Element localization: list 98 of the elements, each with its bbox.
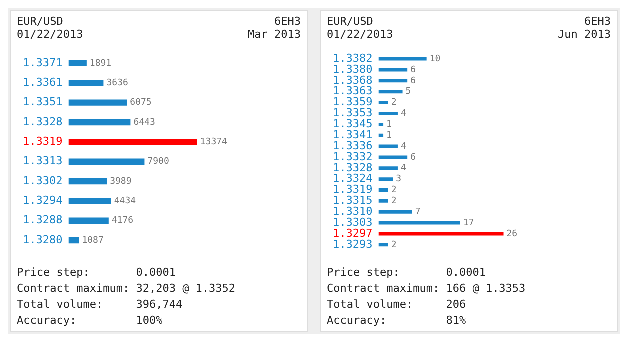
bar — [68, 100, 128, 106]
bar — [68, 158, 145, 165]
data-label: 1 — [386, 130, 392, 141]
y-tick-label: 1.3280 — [22, 233, 63, 246]
y-tick-label: 1.3380 — [332, 62, 373, 76]
text: Price step: 0.0001 — [327, 265, 487, 281]
data-label: 17 — [463, 218, 474, 228]
data-label: 5 — [406, 87, 412, 98]
data-label: 7 — [415, 207, 421, 218]
text: Contract maximum: 166 @ 1.3353 — [327, 281, 527, 297]
y-tick-label: 1.3351 — [22, 96, 63, 109]
y-tick-label: 1.3332 — [332, 150, 373, 164]
data-label: 1 — [386, 120, 392, 130]
text: Mar 2013 — [248, 28, 301, 41]
y-tick-label: 1.3361 — [22, 76, 63, 89]
y-tick-label: 1.3288 — [22, 214, 63, 227]
y-tick-label: 1.3294 — [22, 194, 64, 208]
bar — [378, 243, 388, 247]
bar — [68, 218, 109, 224]
y-tick-label: 1.3345 — [332, 118, 373, 131]
data-label: 2 — [391, 98, 397, 108]
data-label: 10 — [430, 54, 441, 64]
data-label: 13374 — [200, 138, 228, 148]
bar — [68, 139, 198, 146]
data-label: 2 — [391, 240, 397, 250]
data-label: 26 — [506, 229, 518, 240]
bar — [378, 79, 408, 83]
bar — [378, 112, 398, 116]
y-tick-label: 1.3368 — [332, 74, 373, 87]
text: 6EH3 — [274, 15, 301, 28]
text: Price step: 0.0001 — [17, 265, 177, 281]
data-label: 3989 — [110, 176, 132, 187]
text: Total volume: 396,744 — [17, 297, 184, 313]
data-label: 1891 — [90, 58, 112, 69]
y-tick-label: 1.3371 — [22, 56, 63, 70]
bar — [378, 90, 403, 94]
y-tick-label: 1.3303 — [332, 216, 373, 229]
bar — [378, 199, 388, 203]
bar — [378, 166, 398, 170]
y-tick-label: 1.3353 — [332, 106, 373, 120]
y-tick-label: 1.3359 — [332, 96, 373, 109]
text: Accuracy: 100% — [17, 313, 164, 329]
y-tick-label: 1.3315 — [332, 194, 373, 208]
y-tick-label: 1.3363 — [332, 84, 373, 98]
data-label: 6 — [410, 76, 416, 86]
text: 6EH3 — [584, 15, 611, 28]
bar — [378, 134, 384, 138]
data-label: 6 — [410, 65, 416, 76]
y-tick-label: 1.3310 — [332, 204, 373, 218]
bar — [68, 80, 104, 86]
bar — [378, 210, 412, 214]
data-label: 6443 — [134, 118, 156, 128]
data-label: 3636 — [106, 78, 128, 88]
data-label: 6 — [410, 152, 416, 163]
y-tick-label: 1.3319 — [332, 183, 373, 196]
bar — [378, 188, 388, 192]
chart-subtitle: 01/22/2013 — [327, 28, 394, 41]
y-tick-label: 1.3328 — [332, 161, 373, 174]
y-tick-label: 1.3313 — [22, 154, 63, 168]
data-label: 2 — [391, 186, 397, 196]
bar — [378, 221, 460, 225]
y-tick-label: 1.3341 — [332, 128, 373, 142]
data-label: 2 — [391, 196, 397, 207]
text: Jun 2013 — [558, 28, 611, 41]
text: Contract maximum: 32,203 @ 1.3352 — [17, 281, 237, 297]
y-tick-label: 1.3324 — [332, 172, 374, 186]
y-tick-label: 1.3336 — [332, 139, 373, 152]
y-tick-label: 1.3302 — [22, 174, 63, 188]
data-label: 4434 — [114, 196, 136, 207]
bar — [68, 237, 80, 244]
data-label: 1087 — [82, 236, 104, 246]
data-label: 6075 — [130, 98, 152, 108]
bar — [378, 57, 427, 61]
y-tick-label: 1.3297 — [332, 226, 373, 240]
data-label: 7900 — [148, 157, 170, 168]
y-tick-label: 1.3382 — [332, 52, 373, 65]
bar — [378, 101, 388, 105]
chart-subtitle: 01/22/2013 — [17, 28, 84, 41]
y-tick-label: 1.3328 — [22, 115, 63, 128]
bar — [378, 144, 398, 148]
bar — [378, 156, 408, 160]
chart-title: EUR/USD — [327, 15, 374, 28]
data-label: 4 — [400, 164, 406, 174]
bar — [378, 122, 384, 126]
text: Accuracy: 81% — [327, 313, 468, 329]
bar — [68, 178, 108, 185]
y-tick-label: 1.3293 — [332, 238, 373, 251]
chart-title: EUR/USD — [17, 15, 64, 28]
bar — [68, 119, 131, 126]
bar — [378, 178, 394, 182]
data-label: 4 — [400, 109, 406, 120]
bar — [68, 198, 112, 204]
bar — [68, 60, 87, 67]
data-label: 3 — [396, 174, 402, 185]
data-label: 4 — [400, 142, 406, 152]
y-tick-label: 1.3319 — [22, 135, 63, 148]
data-label: 4176 — [112, 216, 134, 226]
text: Total volume: 206 — [327, 297, 468, 313]
